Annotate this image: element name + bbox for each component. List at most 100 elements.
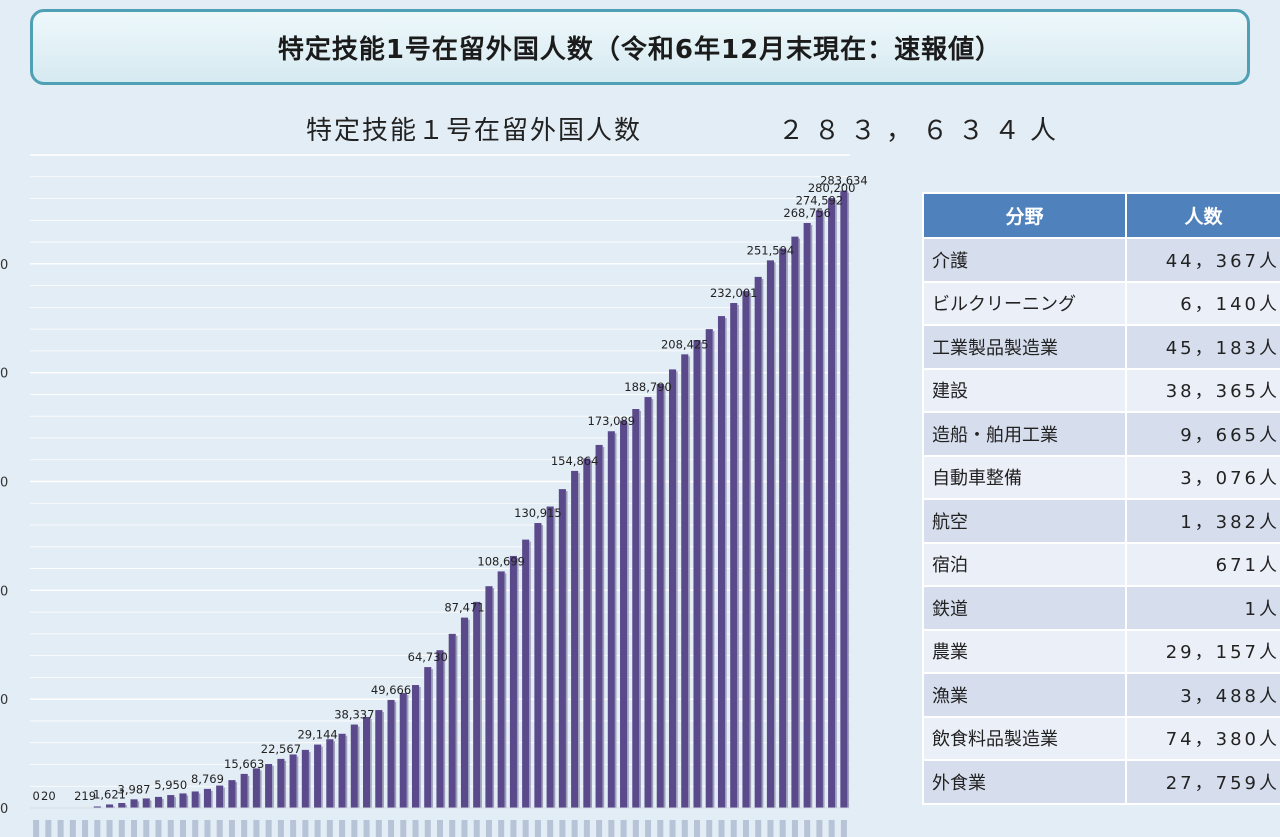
bar-shadow (455, 635, 458, 808)
table-row: ビルクリーニング 6，140人 (922, 280, 1280, 326)
bar (583, 458, 591, 808)
y-tick-label: 0 (0, 584, 8, 599)
bar-shadow (149, 800, 152, 808)
bar (167, 795, 175, 808)
field-count: 671人 (1125, 541, 1280, 587)
x-tick-label (424, 820, 431, 837)
data-label: 5,950 (154, 778, 187, 792)
x-tick-label (45, 820, 52, 837)
bar-shadow (749, 293, 752, 808)
bar-shadow (712, 331, 715, 808)
bar (815, 210, 823, 808)
x-tick-label (730, 820, 737, 837)
data-label: 64,730 (408, 650, 448, 664)
bar-shadow (406, 695, 409, 808)
bar (277, 758, 285, 808)
x-tick-label (828, 820, 835, 837)
bar-shadow (565, 491, 568, 808)
bar (632, 409, 640, 808)
bar (314, 744, 322, 808)
bar (301, 749, 309, 808)
x-tick-label (645, 820, 652, 837)
bar (705, 329, 713, 808)
chart-summary-total: ２８３，６３４人 (778, 116, 1067, 146)
header-count: 人数 (1125, 192, 1280, 239)
data-label: 87,471 (444, 601, 484, 615)
data-label: 130,915 (514, 506, 562, 520)
data-label: 232,001 (710, 286, 758, 300)
bar-shadow (370, 719, 372, 808)
bar (607, 431, 615, 808)
data-label: 154,864 (551, 454, 599, 468)
bar-shadow (822, 212, 825, 808)
field-count: 9，665人 (1125, 411, 1280, 457)
bar-shadow (737, 305, 739, 808)
x-tick-label (375, 820, 382, 837)
x-tick-label (204, 820, 211, 837)
x-tick-label (412, 820, 419, 837)
bar-shadow (272, 766, 274, 808)
x-tick-label (216, 820, 223, 837)
x-tick-label (143, 820, 150, 837)
x-tick-label (706, 820, 713, 837)
field-table: 分野 人数 介護 44，367人 ビルクリーニング 6，140人 工業製品製造業 45，1… (922, 192, 1280, 805)
bar (265, 764, 273, 808)
x-tick-label (106, 820, 113, 837)
x-tick-label (82, 820, 89, 837)
x-tick-label (632, 820, 639, 837)
field-count: 27，759人 (1125, 759, 1280, 805)
bar-shadow (725, 318, 727, 808)
bar (130, 799, 138, 808)
bar (766, 260, 774, 808)
x-tick-label (608, 820, 615, 837)
field-count: 29，157人 (1125, 628, 1280, 674)
x-tick-label (559, 820, 566, 837)
table-row: 漁業 3，488人 (922, 672, 1280, 718)
bar-shadow (345, 735, 348, 808)
bar (448, 633, 456, 808)
bar-shadow (651, 399, 654, 808)
bar (754, 276, 762, 809)
x-tick-label (669, 820, 676, 837)
bar (485, 586, 493, 808)
x-tick-label (253, 820, 260, 837)
bar-shadow (419, 687, 421, 808)
bar (681, 354, 689, 808)
bar (106, 804, 114, 808)
table-row: 工業製品製造業 45，183人 (922, 324, 1280, 370)
bar (522, 539, 530, 808)
data-label: 22,567 (261, 742, 301, 756)
field-count: 38，365人 (1125, 367, 1280, 413)
x-tick-label (290, 820, 297, 837)
table-header-row: 分野 人数 (922, 192, 1280, 239)
bar-shadow (676, 371, 678, 808)
bar-shadow (480, 603, 482, 808)
bar-shadow (553, 508, 556, 808)
bar-shadow (308, 751, 311, 808)
bar-shadow (798, 238, 801, 808)
bar-shadow (198, 793, 201, 808)
data-label: 280,200 (808, 181, 856, 195)
bar (595, 444, 603, 808)
table-row: 自動車整備 3，076人 (922, 454, 1280, 500)
table-row: 介護 44，367人 (922, 237, 1280, 283)
field-name: 建設 (922, 367, 1127, 413)
bar-shadow (810, 225, 813, 808)
x-tick-label (620, 820, 627, 837)
table-row: 建設 38，365人 (922, 367, 1280, 413)
bar (154, 796, 163, 808)
x-tick-label (694, 820, 701, 837)
page-title: 特定技能1号在留外国人数（令和6年12月末現在：速報値） (277, 34, 1003, 65)
bar (436, 650, 444, 808)
x-tick-label (473, 820, 480, 837)
x-tick-label (118, 820, 125, 837)
x-tick-label (742, 820, 749, 837)
data-label: 251,594 (747, 243, 795, 257)
data-label: 38,337 (334, 708, 374, 722)
x-tick-label (363, 820, 370, 837)
bar (546, 506, 554, 808)
data-label: 8,769 (191, 772, 224, 786)
field-name: ビルクリーニング (922, 280, 1127, 326)
bar-shadow (174, 797, 176, 808)
x-tick-label (302, 820, 309, 837)
